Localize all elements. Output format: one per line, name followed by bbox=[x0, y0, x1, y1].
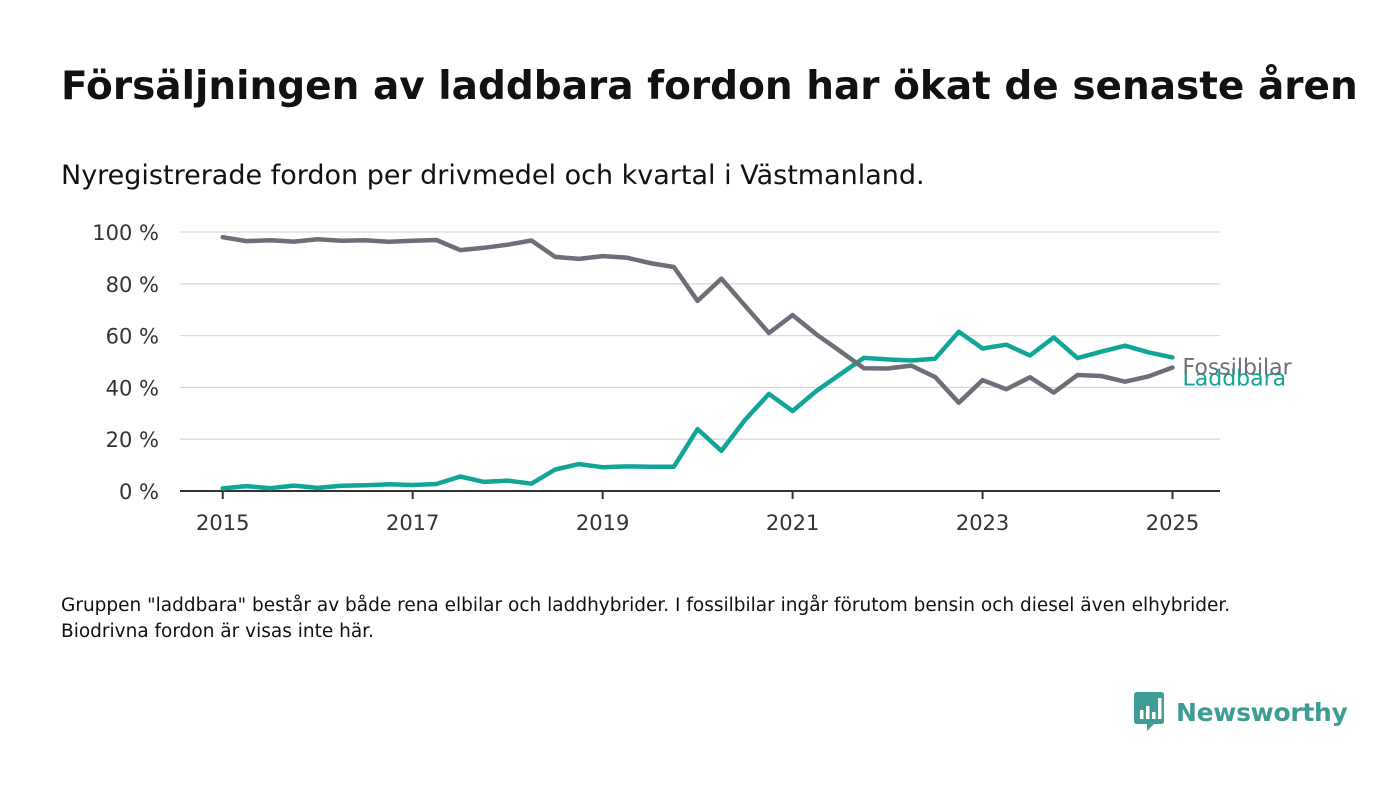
x-tick-label: 2017 bbox=[386, 511, 439, 535]
chart-footnote: Gruppen "laddbara" består av både rena e… bbox=[61, 595, 1231, 642]
y-tick-label: 0 % bbox=[119, 480, 159, 504]
series-line-fossilbilar bbox=[220, 234, 1175, 405]
series-label-fossilbilar: Fossilbilar bbox=[1183, 355, 1293, 380]
newsworthy-logo-icon bbox=[1134, 692, 1164, 731]
chart-title: Försäljningen av laddbara fordon har öka… bbox=[61, 64, 1358, 109]
chart-subtitle: Nyregistrerade fordon per drivmedel och … bbox=[61, 160, 925, 191]
series-lines bbox=[220, 234, 1175, 491]
line-chart: 0 % 20 % 40 % 60 % 80 % 100 % 2015 2017 2019 202… bbox=[92, 221, 1293, 535]
y-tick-label: 40 % bbox=[106, 376, 159, 400]
y-tick-label: 60 % bbox=[106, 325, 159, 349]
x-tick-label: 2019 bbox=[576, 511, 629, 535]
x-tick-label: 2023 bbox=[956, 511, 1009, 535]
x-tick-label: 2025 bbox=[1146, 511, 1199, 535]
y-axis: 0 % 20 % 40 % 60 % 80 % 100 % bbox=[92, 221, 159, 504]
y-tick-label: 80 % bbox=[106, 273, 159, 297]
series-line-laddbara bbox=[220, 329, 1175, 491]
brand-name: Newsworthy bbox=[1176, 697, 1348, 727]
x-tick-label: 2021 bbox=[766, 511, 819, 535]
y-tick-label: 20 % bbox=[106, 428, 159, 452]
x-axis: 2015 2017 2019 2021 2023 2025 bbox=[180, 490, 1220, 535]
brand-logo: Newsworthy bbox=[1132, 692, 1348, 732]
x-tick-label: 2015 bbox=[196, 511, 249, 535]
gridlines bbox=[180, 231, 1220, 440]
series-label-laddbara: Laddbara bbox=[1183, 366, 1287, 391]
y-tick-label: 100 % bbox=[92, 221, 159, 245]
